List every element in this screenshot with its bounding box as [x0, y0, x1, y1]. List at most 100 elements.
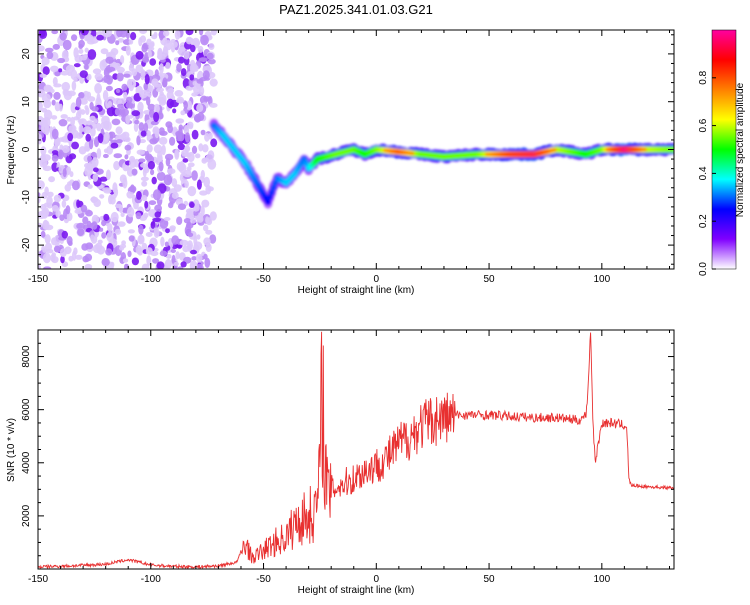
noise-speckle [97, 133, 104, 144]
noise-speckle [105, 248, 113, 256]
noise-speckle [75, 96, 82, 108]
noise-speckle [57, 57, 66, 64]
noise-speckle [39, 157, 48, 168]
noise-speckle [79, 70, 89, 78]
noise-speckle [184, 132, 191, 143]
noise-speckle [46, 86, 54, 91]
noise-speckle [176, 63, 182, 72]
noise-speckle [95, 242, 103, 251]
noise-speckle [191, 170, 198, 181]
noise-speckle [192, 199, 200, 210]
noise-speckle [38, 192, 41, 197]
noise-speckle [125, 96, 133, 104]
noise-speckle [104, 121, 112, 131]
signal-ridge [209, 118, 674, 209]
noise-speckle [140, 130, 147, 137]
noise-speckle [161, 144, 166, 156]
snr-panel: -150 -100 -50 0 50 100 2000 4000 6000 8000 Heigh… [6, 329, 675, 596]
noise-speckle [51, 30, 59, 35]
noise-speckle [53, 194, 62, 203]
noise-speckle [48, 176, 55, 183]
noise-speckle [146, 255, 152, 266]
noise-speckle [123, 73, 131, 78]
noise-speckle [61, 81, 71, 92]
noise-speckle [190, 249, 197, 255]
noise-speckle [160, 236, 165, 247]
noise-speckle [163, 46, 168, 54]
noise-speckle [158, 127, 165, 136]
noise-speckle [47, 191, 54, 198]
noise-speckle [99, 176, 108, 182]
noise-speckle [205, 229, 213, 235]
noise-speckle [112, 182, 118, 194]
noise-speckle [131, 168, 138, 176]
noise-speckle [156, 171, 166, 181]
noise-speckle [107, 66, 116, 72]
noise-speckle [200, 205, 205, 217]
noise-speckle [180, 110, 186, 116]
noise-speckle [78, 43, 84, 50]
noise-speckle [165, 253, 172, 259]
noise-speckle [208, 43, 215, 50]
noise-speckle [107, 223, 113, 233]
noise-speckle [146, 144, 153, 153]
noise-speckle [117, 221, 126, 227]
noise-speckle [195, 263, 204, 269]
noise-speckle [191, 129, 199, 140]
noise-speckle [105, 56, 114, 64]
noise-speckle [88, 138, 94, 150]
noise-speckle [139, 139, 147, 144]
noise-speckle [55, 210, 61, 218]
noise-speckle [74, 209, 83, 214]
noise-speckle [183, 218, 191, 224]
noise-speckle [103, 213, 110, 222]
noise-speckle [199, 86, 205, 96]
noise-speckle [153, 144, 163, 154]
noise-speckle [158, 112, 164, 120]
noise-speckle [75, 132, 84, 139]
noise-speckle [42, 252, 52, 264]
noise-speckle [58, 68, 63, 73]
noise-speckle [209, 211, 217, 221]
y-tick-label: 0 [21, 146, 32, 152]
noise-speckle [85, 242, 94, 250]
noise-speckle [203, 224, 209, 232]
noise-speckle [96, 31, 103, 36]
noise-speckle [116, 139, 123, 144]
noise-speckle [78, 48, 84, 54]
noise-speckle [120, 55, 125, 64]
noise-speckle [154, 211, 161, 218]
noise-speckle [84, 263, 93, 269]
noise-speckle [73, 247, 78, 255]
colorbar-tick-label: 0.8 [698, 70, 709, 84]
noise-speckle [45, 248, 54, 254]
noise-speckle [158, 30, 164, 41]
noise-speckle [202, 144, 209, 153]
noise-speckle [51, 154, 59, 162]
noise-speckle [62, 39, 72, 51]
noise-speckle [205, 243, 212, 253]
noise-speckle [209, 234, 217, 244]
noise-speckle [200, 34, 209, 46]
noise-speckle [156, 53, 166, 60]
noise-speckle [117, 38, 125, 43]
noise-speckle [136, 149, 145, 155]
noise-speckle [44, 224, 54, 231]
noise-speckle [128, 235, 135, 242]
noise-speckle [66, 212, 73, 222]
noise-speckle [43, 266, 52, 269]
noise-speckle [176, 118, 184, 123]
noise-speckle [52, 77, 58, 86]
noise-speckle [147, 160, 155, 170]
noise-speckle [171, 45, 175, 53]
noise-speckle [85, 133, 91, 142]
noise-speckle [84, 47, 89, 53]
noise-speckle [58, 119, 68, 127]
noise-speckle [164, 241, 169, 247]
noise-speckle [159, 136, 168, 145]
ridge-core [268, 189, 275, 196]
noise-speckle [137, 101, 144, 113]
noise-speckle [159, 250, 168, 257]
noise-speckle [186, 210, 194, 219]
noise-speckle [165, 121, 173, 128]
